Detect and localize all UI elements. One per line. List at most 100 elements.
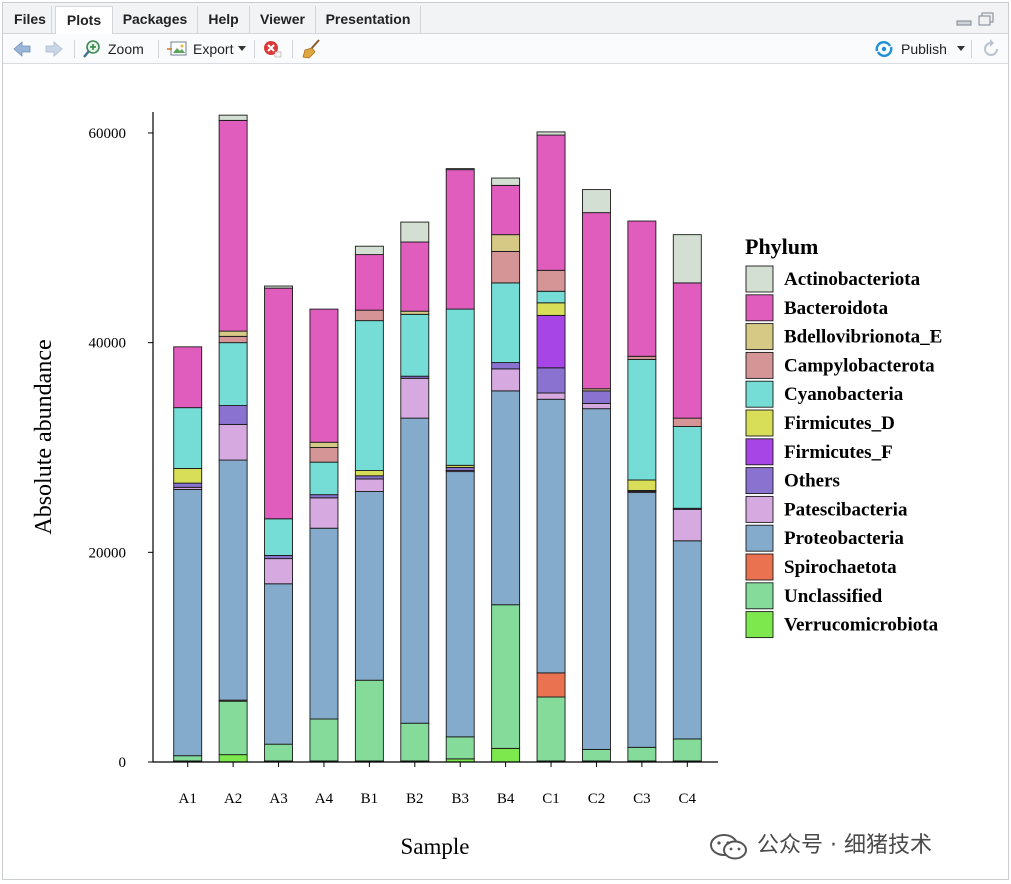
bar-segment <box>445 466 475 471</box>
plots-toolbar: Zoom Export <box>3 34 1008 64</box>
x-tick-label: B2 <box>406 791 424 807</box>
tab-presentation[interactable]: Presentation <box>316 6 421 33</box>
bar-segment <box>173 488 203 757</box>
bar-segment <box>218 459 248 701</box>
bar-segment <box>536 134 566 271</box>
bar-segment <box>445 308 475 466</box>
x-axis-title: Sample <box>401 834 470 859</box>
maximize-pane-icon[interactable] <box>978 12 994 26</box>
bar-segment <box>582 403 611 410</box>
bar-segment <box>309 527 339 720</box>
remove-plot-icon[interactable] <box>261 38 283 60</box>
bar-segment <box>218 114 248 121</box>
x-tick-label: A1 <box>179 791 197 807</box>
bar-segment <box>672 540 702 740</box>
bar-segment <box>491 234 521 252</box>
bar-segment <box>400 313 430 377</box>
y-tick-label: 0 <box>119 755 127 771</box>
bar-segment <box>536 672 566 698</box>
zoom-button[interactable]: Zoom <box>82 38 148 60</box>
bar-segment <box>173 468 203 484</box>
toolbar-divider <box>74 40 75 58</box>
legend: Phylum Actinobacteriota Bacteroidota Bdell… <box>745 234 942 639</box>
bar-segment <box>400 377 430 419</box>
bar-segment <box>582 408 611 750</box>
bar-segment <box>536 302 566 316</box>
bar-segment <box>672 234 702 284</box>
back-arrow-icon[interactable] <box>11 38 33 60</box>
refresh-icon[interactable] <box>980 38 1002 60</box>
clear-all-broom-icon[interactable] <box>301 38 323 60</box>
bar-segment <box>173 482 203 488</box>
bar-segment <box>445 471 475 738</box>
legend-swatch <box>745 611 774 639</box>
bar-segment <box>491 184 521 236</box>
bar-segment <box>491 177 521 186</box>
bar-segment <box>536 269 566 292</box>
x-tick-label: C3 <box>633 791 651 807</box>
legend-swatch <box>745 351 774 379</box>
bar-segment <box>173 407 203 469</box>
legend-label: Proteobacteria <box>784 528 904 549</box>
publish-button[interactable]: Publish <box>874 38 965 60</box>
bar-segment <box>400 241 430 312</box>
minimize-pane-icon[interactable] <box>956 12 972 26</box>
bar-segment <box>354 478 384 492</box>
legend-label: Firmicutes_D <box>784 413 895 434</box>
x-axis: A1 A2 A3 A4 B1 B2 B3 B4 C1 C2 C3 C4 <box>153 761 718 807</box>
legend-title: Phylum <box>745 234 818 259</box>
bar-segment <box>264 743 293 762</box>
bar-segment <box>264 287 293 520</box>
tab-files[interactable]: Files <box>9 6 52 33</box>
bar-segment <box>173 346 203 409</box>
bar-segment <box>536 131 566 136</box>
bar-segment <box>627 746 657 762</box>
bar-segment <box>627 479 657 491</box>
bar-segment <box>218 754 248 763</box>
bar-segment <box>218 700 248 756</box>
y-axis: 0 20000 40000 60000 <box>89 112 154 771</box>
bar-segment <box>582 189 611 214</box>
legend-label: Unclassified <box>784 586 883 607</box>
bar-segment <box>491 362 521 370</box>
bar-segment <box>354 491 384 681</box>
bar-segment <box>536 398 566 674</box>
toolbar-divider <box>971 40 972 58</box>
bar-segment <box>491 282 521 364</box>
watermark-text: 公众号 · 细猪技术 <box>757 833 932 858</box>
bar-segment <box>218 119 248 332</box>
bar-segment <box>218 342 248 406</box>
bar-segment <box>264 555 293 560</box>
bar-segment <box>491 747 521 763</box>
tab-packages[interactable]: Packages <box>113 6 198 33</box>
bar-segment <box>672 738 702 762</box>
wechat-logo-icon <box>710 834 747 860</box>
bar-segment <box>354 245 384 256</box>
bar-segment <box>672 508 702 542</box>
export-image-icon <box>167 41 187 56</box>
export-button[interactable]: Export <box>166 38 251 60</box>
toolbar-divider <box>254 40 255 58</box>
bar-segment <box>672 426 702 509</box>
bar-segment <box>536 314 566 369</box>
x-tick-label: A3 <box>269 791 287 807</box>
bar-segment <box>218 423 248 461</box>
x-tick-label: B4 <box>497 791 515 807</box>
bar-segment <box>354 309 384 322</box>
bar-segment <box>264 518 293 556</box>
tab-plots[interactable]: Plots <box>55 6 113 34</box>
legend-label: Campylobacterota <box>784 355 935 376</box>
x-tick-label: B1 <box>361 791 379 807</box>
tab-help[interactable]: Help <box>198 6 250 33</box>
forward-arrow-icon[interactable] <box>43 38 65 60</box>
bar-segment <box>400 417 430 724</box>
publish-icon <box>875 40 893 58</box>
bar-segment <box>309 497 339 529</box>
legend-label: Patescibacteria <box>784 499 908 520</box>
legend-label: Spirochaetota <box>784 557 897 578</box>
bar-segment <box>354 254 384 311</box>
y-axis-title: Absolute abundance <box>31 339 57 534</box>
legend-swatch <box>745 438 774 466</box>
bar-segment <box>354 320 384 471</box>
tab-viewer[interactable]: Viewer <box>250 6 316 33</box>
